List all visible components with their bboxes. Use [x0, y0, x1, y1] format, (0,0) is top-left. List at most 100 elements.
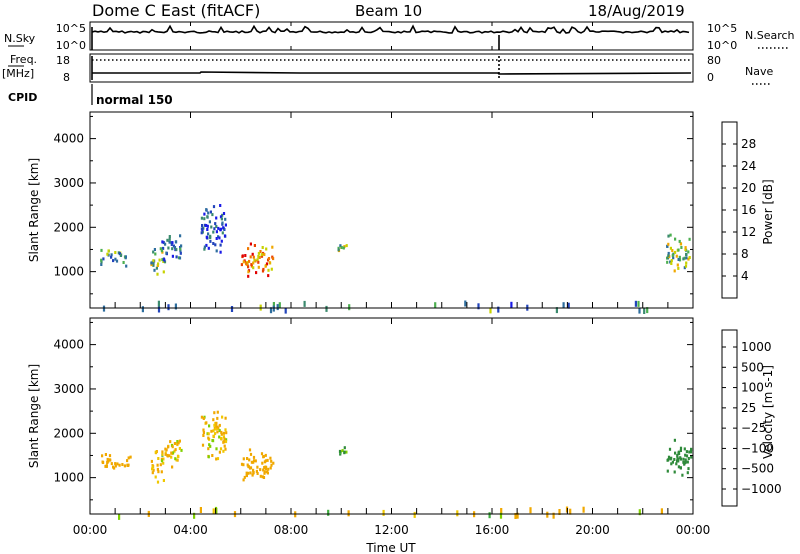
scatter-cell — [673, 470, 676, 474]
scatter-cell — [673, 269, 676, 273]
scatter-cell — [671, 460, 674, 464]
scatter-cell — [242, 478, 245, 482]
scatter-cell — [211, 439, 214, 442]
scatter-cell — [216, 425, 219, 429]
scatter-cell — [179, 247, 182, 251]
scatter-cell — [114, 251, 117, 254]
scatter-cell — [121, 463, 124, 466]
scatter-cell — [582, 506, 585, 513]
scatter-cell — [171, 445, 174, 449]
scatter-cell — [261, 269, 265, 273]
scatter-cell — [246, 457, 249, 460]
scatter-cell — [219, 243, 222, 247]
scatter-cell — [225, 438, 228, 442]
scatter-cell — [672, 256, 675, 260]
cpid-value: normal 150 — [96, 93, 173, 107]
scatter-cell — [262, 468, 265, 472]
scatter-cell — [203, 223, 207, 227]
scatter-cell — [222, 431, 225, 435]
scatter-cell — [200, 227, 203, 231]
scatter-cell — [218, 450, 221, 454]
scatter-cell — [558, 509, 561, 515]
scatter-cell — [670, 259, 673, 262]
scatter-cell — [684, 453, 687, 457]
scatter-cell — [676, 455, 679, 459]
scatter-cell — [676, 263, 679, 267]
scatter-cell — [382, 509, 385, 516]
scatter-cell — [160, 459, 164, 463]
scatter-cell — [101, 460, 104, 464]
scatter-cell — [156, 264, 159, 267]
scatter-cell — [260, 452, 264, 456]
scatter-cell — [278, 302, 281, 309]
scatter-cell — [688, 237, 691, 241]
velocity-colorbar-tick: 500 — [741, 360, 764, 374]
scatter-cell — [180, 448, 183, 452]
scatter-cell — [250, 460, 253, 464]
scatter-cell — [206, 215, 209, 219]
scatter-cell — [156, 480, 160, 484]
scatter-cell — [167, 304, 170, 311]
scatter-cell — [215, 421, 218, 425]
scatter-cell — [209, 239, 212, 243]
scatter-cell — [123, 464, 126, 468]
scatter-cell — [248, 458, 251, 462]
scatter-cell — [242, 260, 245, 264]
x-tick-label: 04:00 — [173, 523, 208, 537]
scatter-cell — [127, 456, 130, 460]
scatter-cell — [348, 304, 351, 311]
scatter-cell — [263, 466, 266, 469]
scatter-cell — [262, 476, 266, 479]
scatter-cell — [162, 461, 165, 465]
scatter-cell — [214, 222, 217, 226]
scatter-cell — [162, 241, 165, 245]
scatter-cell — [170, 243, 173, 246]
scatter-cell — [669, 260, 672, 264]
scatter-cell — [203, 245, 206, 249]
scatter-cell — [670, 262, 673, 265]
scatter-cell — [219, 447, 223, 451]
scatter-cell — [207, 211, 210, 215]
scatter-cell — [552, 512, 555, 519]
scatter-cell — [178, 439, 181, 443]
scatter-cell — [212, 429, 215, 433]
scatter-cell — [164, 452, 167, 456]
scatter-cell — [340, 246, 343, 249]
scatter-cell — [546, 511, 549, 518]
scatter-cell — [252, 460, 255, 464]
scatter-cell — [256, 472, 259, 475]
scatter-cell — [634, 300, 637, 307]
scatter-cell — [207, 432, 210, 436]
power-panel: 1000 2000 3000 4000 Slant Range [km] — [27, 111, 694, 314]
scatter-cell — [667, 251, 670, 255]
scatter-cell — [175, 458, 178, 462]
scatter-cell — [687, 257, 690, 261]
noise-tick-bottom-right: 10^0 — [707, 39, 737, 52]
scatter-cell — [687, 250, 690, 254]
scatter-cell — [126, 459, 129, 463]
scatter-cell — [343, 451, 346, 455]
scatter-cell — [660, 508, 663, 515]
scatter-cell — [211, 213, 214, 217]
scatter-cell — [112, 465, 115, 469]
scatter-cell — [677, 266, 680, 270]
scatter-cell — [214, 432, 217, 436]
scatter-cell — [252, 468, 255, 472]
scatter-cell — [677, 248, 680, 252]
scatter-cell — [169, 440, 172, 444]
scatter-cell — [202, 428, 205, 432]
scatter-cell — [260, 254, 264, 258]
scatter-cell — [684, 248, 687, 252]
scatter-cell — [106, 457, 109, 461]
scatter-cell — [667, 458, 670, 462]
scatter-cell — [683, 462, 686, 466]
x-tick-label: 12:00 — [374, 523, 409, 537]
scatter-cell — [207, 232, 210, 236]
scatter-cell — [687, 467, 690, 471]
y-tick-label: 1000 — [53, 471, 84, 485]
scatter-cell — [176, 458, 179, 462]
scatter-cell — [677, 258, 680, 261]
scatter-cell — [679, 466, 682, 470]
scatter-cell — [261, 475, 264, 479]
scatter-cell — [216, 410, 219, 414]
